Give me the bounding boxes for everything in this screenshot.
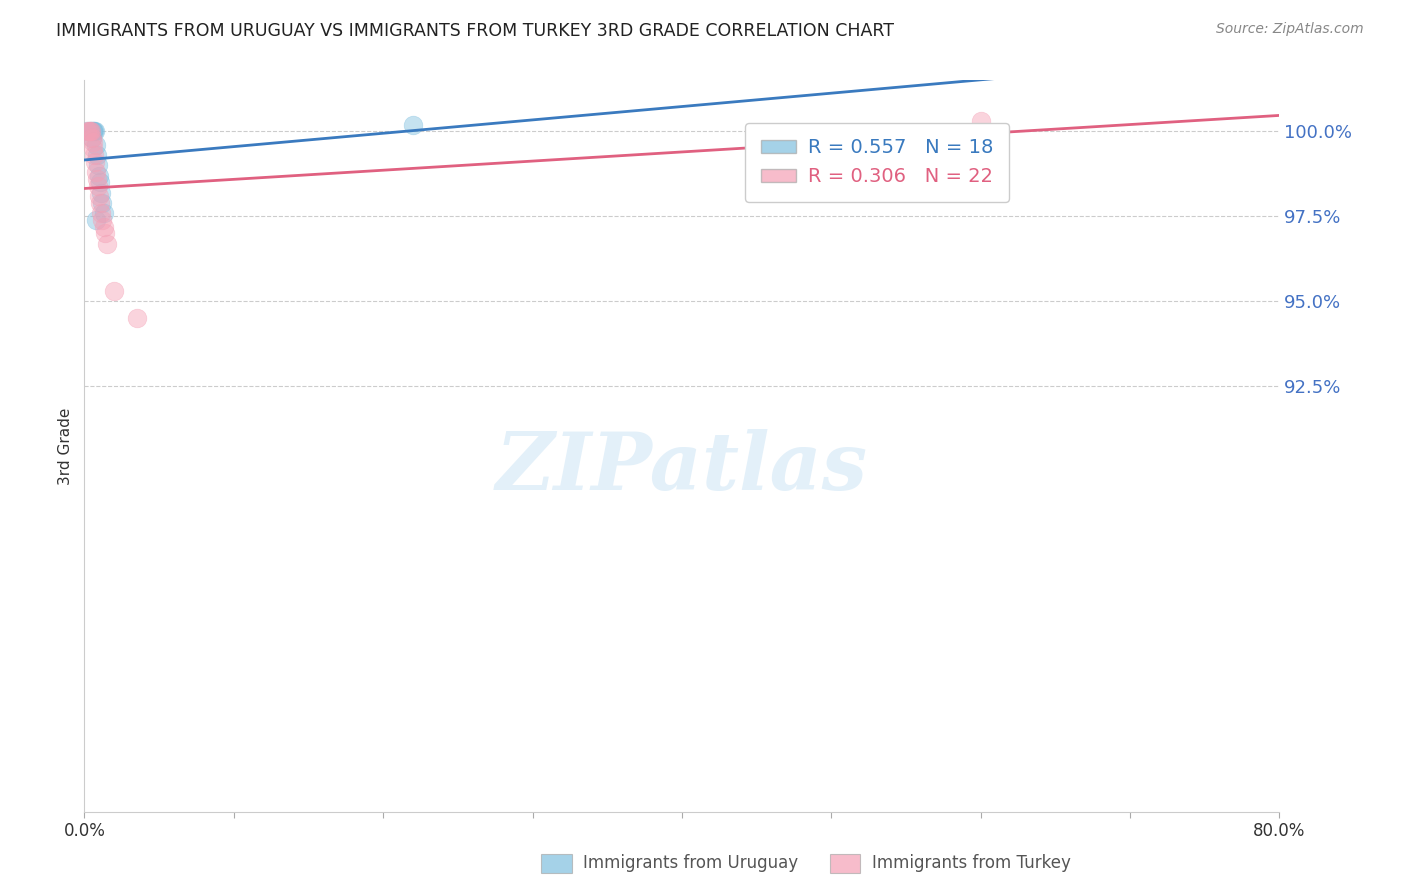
Point xyxy=(76,124,98,138)
Point xyxy=(86,148,108,162)
Point xyxy=(79,124,101,138)
Point xyxy=(125,311,148,326)
Point xyxy=(84,212,107,227)
Point xyxy=(96,236,118,251)
Point xyxy=(91,195,114,210)
Point xyxy=(93,219,115,234)
Point xyxy=(86,165,108,179)
Point xyxy=(80,124,103,138)
Point xyxy=(402,118,425,132)
Point xyxy=(90,186,112,200)
Point xyxy=(83,155,105,169)
Point xyxy=(83,148,105,162)
Point xyxy=(82,124,104,138)
Point xyxy=(77,124,100,138)
Point xyxy=(89,195,111,210)
Point xyxy=(103,284,125,298)
Point xyxy=(82,135,104,149)
Point xyxy=(89,175,111,189)
Point xyxy=(89,169,111,183)
Point xyxy=(87,158,110,172)
Text: ZIPatlas: ZIPatlas xyxy=(496,429,868,507)
Point xyxy=(970,114,993,128)
Point xyxy=(82,141,104,155)
Point xyxy=(90,206,112,220)
Point xyxy=(82,124,104,138)
Point xyxy=(83,124,105,138)
Text: Source: ZipAtlas.com: Source: ZipAtlas.com xyxy=(1216,22,1364,37)
Point xyxy=(94,227,117,241)
Point xyxy=(76,124,98,138)
Point xyxy=(91,212,114,227)
Point xyxy=(80,131,103,145)
Point xyxy=(80,131,103,145)
Point xyxy=(86,137,108,152)
Legend: R = 0.557   N = 18, R = 0.306   N = 22: R = 0.557 N = 18, R = 0.306 N = 22 xyxy=(745,123,1008,202)
Point xyxy=(93,206,115,220)
Y-axis label: 3rd Grade: 3rd Grade xyxy=(58,408,73,484)
Point xyxy=(79,124,101,138)
Point xyxy=(80,124,103,138)
Point xyxy=(86,172,108,186)
Point xyxy=(89,189,111,203)
Text: Immigrants from Turkey: Immigrants from Turkey xyxy=(872,854,1070,871)
Point xyxy=(83,124,105,138)
Text: IMMIGRANTS FROM URUGUAY VS IMMIGRANTS FROM TURKEY 3RD GRADE CORRELATION CHART: IMMIGRANTS FROM URUGUAY VS IMMIGRANTS FR… xyxy=(56,22,894,40)
Point xyxy=(87,178,110,193)
Text: Immigrants from Uruguay: Immigrants from Uruguay xyxy=(583,854,799,871)
